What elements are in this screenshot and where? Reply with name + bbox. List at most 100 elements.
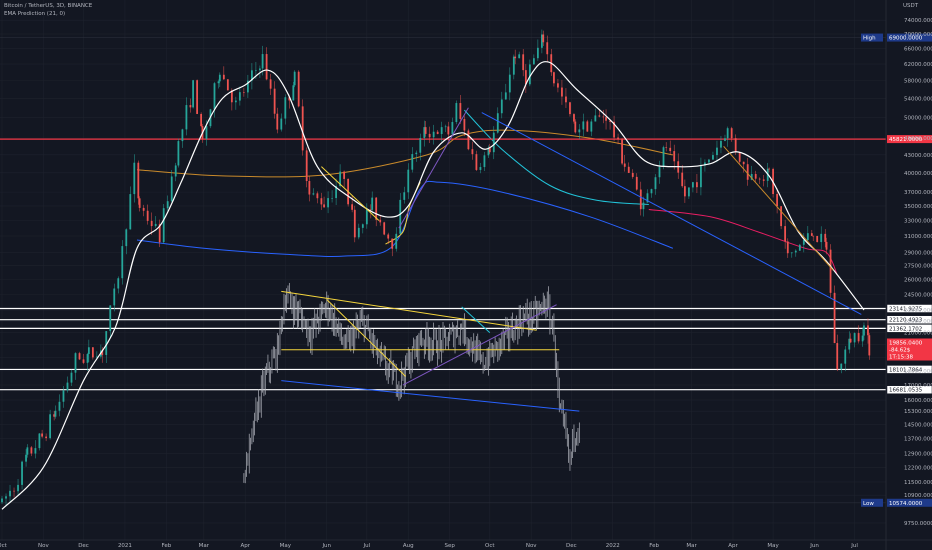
candle-down [734, 138, 737, 153]
candle-down [683, 186, 686, 197]
candle-down [522, 54, 525, 71]
candle-up [798, 244, 801, 251]
currency-label: USDT [903, 3, 919, 9]
candle-up [38, 433, 41, 449]
blue-arc [136, 180, 674, 257]
y-tick-label: 31000.0000 [904, 234, 932, 240]
candle-up [440, 127, 443, 135]
y-tick-label: 50000.0000 [904, 115, 932, 121]
candle-up [25, 454, 27, 462]
main-purple-line [398, 107, 469, 229]
level-5-price-label: 16681.0535 [889, 388, 923, 394]
candle-up [848, 338, 851, 350]
candle-up [512, 56, 515, 75]
candle-down [514, 56, 517, 59]
candle-up [255, 70, 257, 71]
candle-up [5, 496, 7, 499]
candle-down [200, 113, 203, 127]
candle-up [720, 140, 722, 148]
x-tick-label: 2021 [118, 543, 132, 549]
candle-down [471, 149, 474, 155]
candle-up [708, 159, 710, 163]
ema-line [1, 61, 865, 510]
cyan-arc [464, 109, 649, 205]
candle-up [361, 224, 364, 228]
y-tick-label: 18000.0000 [904, 369, 932, 375]
candle-down [428, 133, 431, 138]
candle-up [432, 131, 435, 138]
level-4-price-tag [886, 365, 932, 374]
candle-up [21, 461, 23, 485]
candle-down [369, 209, 372, 211]
candle-down [308, 181, 311, 195]
candle-up [399, 199, 402, 234]
candle-down [488, 147, 491, 153]
candle-down [542, 34, 545, 43]
candle-up [284, 97, 287, 119]
x-tick-label: Dec [78, 543, 89, 549]
overlay-bottom-trendline [281, 380, 580, 412]
level-4-price-label: 18101.7864 [889, 367, 923, 373]
candle-up [121, 246, 124, 279]
candle-up [9, 490, 11, 497]
y-tick-label: 37000.0000 [904, 190, 932, 196]
candle-down [639, 189, 642, 210]
overlay-cyan-line [461, 306, 491, 333]
candle-down [230, 90, 233, 103]
candle-down [776, 194, 778, 207]
candle-up [26, 447, 29, 455]
candle-up [853, 333, 856, 343]
y-tick-label: 23000.0000 [904, 308, 932, 314]
candle-up [483, 155, 486, 168]
drawing-curves [136, 109, 838, 276]
candle-up [724, 138, 726, 141]
candle-up [62, 390, 65, 402]
candle-down [467, 130, 470, 150]
level-5-price-tag [886, 385, 932, 394]
candle-up [518, 54, 521, 59]
candle-down [565, 96, 567, 103]
candle-down [609, 120, 611, 122]
candle-down [574, 121, 577, 133]
candle-up [87, 347, 90, 355]
level-3-price-label: 21362.1702 [889, 326, 922, 332]
overlay-purple-line [402, 304, 557, 386]
indicator-title[interactable]: EMA Prediction (21, 0) [4, 11, 66, 17]
candle-down [82, 359, 85, 363]
candle-up [125, 229, 128, 247]
candle-down [635, 176, 638, 190]
candle-down [150, 220, 153, 227]
y-tick-label: 40000.0000 [904, 171, 932, 177]
candle-up [712, 155, 714, 160]
y-tick-label: 29000.0000 [904, 251, 932, 257]
candle-up [66, 382, 69, 391]
y-tick-label: 58000.0000 [904, 79, 932, 85]
candle-down [730, 128, 733, 139]
x-tick-label: Dec [566, 543, 577, 549]
candle-up [357, 227, 360, 238]
candle-down [379, 219, 382, 223]
candle-down [617, 137, 619, 140]
y-tick-label: 11500.0000 [904, 480, 932, 486]
candle-down [780, 206, 783, 227]
candle-down [738, 152, 741, 162]
candle-up [536, 47, 539, 59]
y-tick-label: 27500.0000 [904, 264, 932, 270]
candle-up [218, 74, 221, 82]
candle-up [590, 121, 593, 132]
y-tick-label: 70000.0000 [904, 32, 932, 38]
candle-down [557, 83, 559, 88]
candle-down [553, 72, 555, 84]
candle-down [849, 338, 852, 343]
candle-down [387, 234, 390, 239]
candle-down [391, 238, 394, 249]
candle-down [226, 79, 229, 91]
candle-down [463, 118, 466, 131]
y-tick-label: 66000.0000 [904, 47, 932, 53]
candle-up [70, 372, 73, 383]
symbol-title[interactable]: Bitcoin / TetherUS, 3D, BINANCE [4, 3, 93, 9]
candle-down [265, 54, 268, 80]
candle-up [820, 233, 823, 243]
